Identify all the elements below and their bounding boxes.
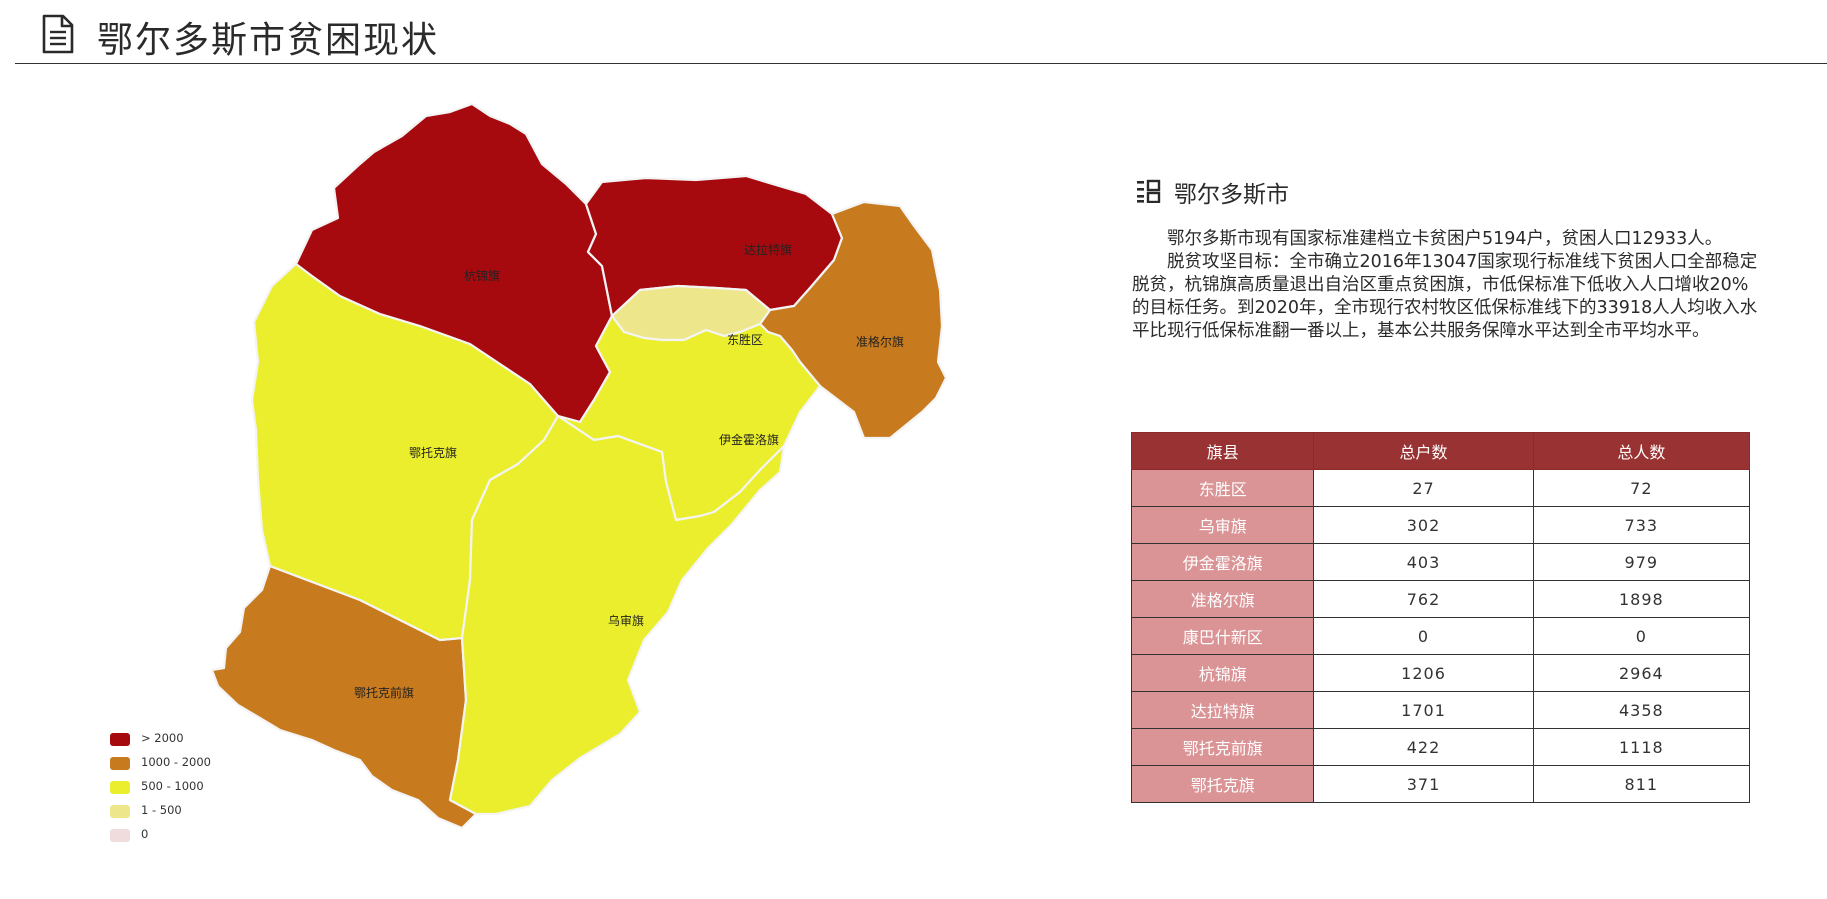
region-label: 鄂托克旗 <box>409 445 457 460</box>
cell-population: 1898 <box>1532 580 1751 618</box>
info-paragraph: 脱贫攻坚目标：全市确立2016年13047国家现行标准线下贫困人口全部稳定脱贫，… <box>1132 252 1758 341</box>
cell-households: 371 <box>1313 765 1534 803</box>
cell-county: 达拉特旗 <box>1130 691 1315 729</box>
table-row: 杭锦旗 1206 2964 <box>1130 654 1751 692</box>
table-row: 康巴什新区 0 0 <box>1130 617 1751 655</box>
legend-label: > 2000 <box>141 731 184 745</box>
cell-county: 康巴什新区 <box>1130 617 1315 655</box>
map-svg: 杭锦旗 达拉特旗 准格尔旗 鄂托克前旗 鄂托克旗 伊金霍洛旗 乌审旗 东胜区 <box>210 102 948 830</box>
page-header: 鄂尔多斯市贫困现状 <box>15 0 1827 64</box>
info-panel: 鄂尔多斯市 鄂尔多斯市现有国家标准建档立卡贫困户5194户，贫困人口12933人… <box>1132 170 1762 341</box>
legend-label: 500 - 1000 <box>141 779 204 793</box>
cell-households: 27 <box>1313 469 1534 507</box>
cell-households: 1206 <box>1313 654 1534 692</box>
table-row: 乌审旗 302 733 <box>1130 506 1751 544</box>
cell-county: 伊金霍洛旗 <box>1130 543 1315 581</box>
legend-swatch <box>110 733 130 746</box>
cell-households: 1701 <box>1313 691 1534 729</box>
table-header-row: 旗县 总户数 总人数 <box>1130 432 1751 470</box>
table-row: 达拉特旗 1701 4358 <box>1130 691 1751 729</box>
cell-county: 乌审旗 <box>1130 506 1315 544</box>
info-text: 鄂尔多斯市现有国家标准建档立卡贫困户5194户，贫困人口12933人。 脱贫攻坚… <box>1132 228 1758 343</box>
legend-swatch <box>110 757 130 770</box>
cell-county: 东胜区 <box>1130 469 1315 507</box>
table-row: 准格尔旗 762 1898 <box>1130 580 1751 618</box>
region-zhungeerqi[interactable] <box>758 200 948 440</box>
cell-county: 鄂托克前旗 <box>1130 728 1315 766</box>
cell-households: 422 <box>1313 728 1534 766</box>
table-row: 鄂托克前旗 422 1118 <box>1130 728 1751 766</box>
document-icon <box>42 14 74 54</box>
column-header-population: 总人数 <box>1532 432 1751 470</box>
cell-population: 0 <box>1532 617 1751 655</box>
legend-label: 1 - 500 <box>141 803 182 817</box>
cell-population: 72 <box>1532 469 1751 507</box>
cell-population: 4358 <box>1532 691 1751 729</box>
cell-population: 733 <box>1532 506 1751 544</box>
cell-households: 762 <box>1313 580 1534 618</box>
cell-population: 811 <box>1532 765 1751 803</box>
region-label: 伊金霍洛旗 <box>719 432 779 447</box>
cell-population: 2964 <box>1532 654 1751 692</box>
info-paragraph: 鄂尔多斯市现有国家标准建档立卡贫困户5194户，贫困人口12933人。 <box>1167 229 1723 249</box>
region-label: 东胜区 <box>727 332 763 347</box>
cell-county: 鄂托克旗 <box>1130 765 1315 803</box>
region-label: 乌审旗 <box>608 613 644 628</box>
list-grid-icon <box>1137 179 1161 203</box>
info-title: 鄂尔多斯市 <box>1174 182 1289 208</box>
table-row: 东胜区 27 72 <box>1130 469 1751 507</box>
table-row: 鄂托克旗 371 811 <box>1130 765 1751 803</box>
region-label: 杭锦旗 <box>464 268 500 283</box>
region-label: 达拉特旗 <box>744 242 792 257</box>
info-title-row: 鄂尔多斯市 <box>1132 170 1762 210</box>
region-wushenqi[interactable] <box>448 414 786 816</box>
column-header-households: 总户数 <box>1313 432 1534 470</box>
legend-label: 0 <box>141 827 149 841</box>
cell-population: 1118 <box>1532 728 1751 766</box>
legend-swatch <box>110 781 130 794</box>
legend-label: 1000 - 2000 <box>141 755 211 769</box>
legend-swatch <box>110 829 130 842</box>
cell-households: 403 <box>1313 543 1534 581</box>
choropleth-map: 杭锦旗 达拉特旗 准格尔旗 鄂托克前旗 鄂托克旗 伊金霍洛旗 乌审旗 东胜区 <box>200 100 1060 840</box>
cell-county: 杭锦旗 <box>1130 654 1315 692</box>
cell-county: 准格尔旗 <box>1130 580 1315 618</box>
region-label: 准格尔旗 <box>856 334 904 349</box>
legend-swatch <box>110 805 130 818</box>
region-label: 鄂托克前旗 <box>354 685 414 700</box>
cell-households: 302 <box>1313 506 1534 544</box>
table-row: 伊金霍洛旗 403 979 <box>1130 543 1751 581</box>
cell-households: 0 <box>1313 617 1534 655</box>
cell-population: 979 <box>1532 543 1751 581</box>
column-header-county: 旗县 <box>1130 432 1315 470</box>
poverty-data-table: 旗县 总户数 总人数 东胜区 27 72 乌审旗 302 733 伊金霍洛旗 4… <box>1130 432 1751 803</box>
page-title: 鄂尔多斯市贫困现状 <box>97 20 440 61</box>
